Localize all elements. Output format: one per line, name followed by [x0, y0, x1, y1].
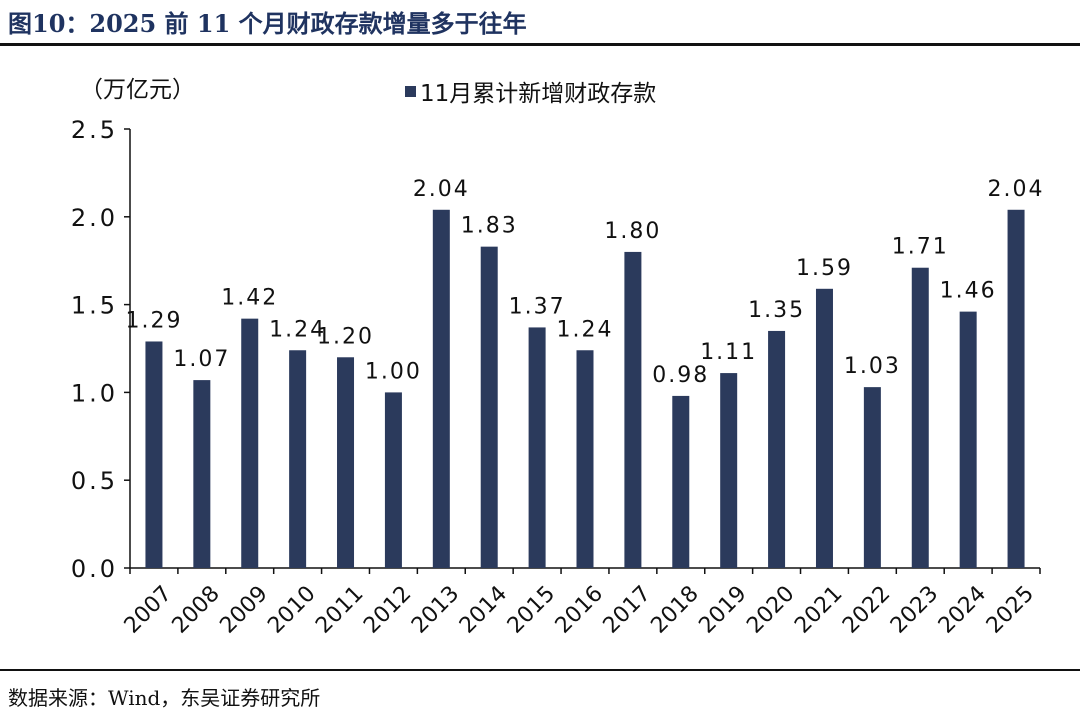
x-tick-label: 2019 — [694, 581, 751, 638]
data-label-2013: 2.04 — [413, 177, 470, 202]
bar-2018 — [672, 395, 690, 568]
bar-2019 — [720, 373, 738, 568]
y-axis-unit-label: （万亿元） — [80, 77, 195, 103]
data-label-2020: 1.35 — [748, 298, 805, 323]
legend-swatch — [405, 86, 416, 97]
x-tick-label: 2018 — [647, 581, 704, 638]
x-tick-label: 2015 — [503, 581, 560, 638]
bar-2008 — [193, 380, 211, 568]
x-tick-label: 2007 — [120, 581, 177, 638]
footer-divider — [0, 669, 1080, 671]
x-tick-label: 2011 — [311, 581, 368, 638]
figure-title: 图10：2025 前 11 个月财政存款增量多于往年 — [8, 9, 527, 38]
x-tick-label: 2020 — [742, 581, 799, 638]
data-label-2023: 1.71 — [892, 235, 949, 260]
x-tick-label: 2017 — [599, 581, 656, 638]
data-label-2017: 1.80 — [604, 219, 661, 244]
y-tick-label: 2.5 — [71, 116, 118, 144]
data-label-2018: 0.98 — [652, 363, 709, 388]
title-divider — [0, 43, 1080, 46]
bar-2007 — [145, 341, 163, 568]
data-label-2014: 1.83 — [461, 214, 518, 239]
bar-2020 — [768, 330, 786, 568]
y-tick-label: 0.0 — [71, 555, 118, 583]
y-tick-label: 1.5 — [71, 292, 118, 320]
x-tick-label: 2012 — [359, 581, 416, 638]
bar-2016 — [576, 350, 594, 568]
y-tick-label: 2.0 — [71, 204, 118, 232]
data-label-2010: 1.24 — [269, 317, 326, 342]
bar-2024 — [959, 311, 977, 568]
x-tick-label: 2008 — [168, 581, 225, 638]
legend-label: 11月累计新增财政存款 — [420, 81, 656, 107]
x-tick-label: 2023 — [886, 581, 943, 638]
data-label-2024: 1.46 — [940, 279, 997, 304]
bar-2025 — [1007, 209, 1025, 568]
data-label-2008: 1.07 — [173, 347, 230, 372]
x-tick-label: 2009 — [215, 581, 272, 638]
bar-2017 — [624, 251, 642, 569]
data-label-2016: 1.24 — [557, 317, 614, 342]
x-tick-label: 2025 — [982, 581, 1039, 638]
bar-2023 — [911, 267, 929, 568]
source-note: 数据来源：Wind，东吴证券研究所 — [8, 686, 321, 710]
bar-2015 — [528, 327, 546, 568]
data-label-2015: 1.37 — [509, 294, 566, 319]
bar-2014 — [480, 246, 498, 569]
x-tick-label: 2010 — [263, 581, 320, 638]
x-tick-label: 2021 — [790, 581, 847, 638]
bar-2010 — [289, 350, 307, 568]
data-label-2021: 1.59 — [796, 256, 853, 281]
x-tick-label: 2022 — [838, 581, 895, 638]
data-label-2012: 1.00 — [365, 359, 422, 384]
data-label-2007: 1.29 — [125, 308, 182, 333]
data-label-2009: 1.42 — [221, 286, 278, 311]
bar-2009 — [241, 318, 259, 568]
data-label-2011: 1.20 — [317, 324, 374, 349]
y-tick-label: 1.0 — [71, 379, 118, 407]
data-label-2022: 1.03 — [844, 354, 901, 379]
data-label-2019: 1.11 — [700, 340, 757, 365]
bar-2021 — [815, 288, 833, 568]
bar-2022 — [863, 387, 881, 568]
x-tick-label: 2013 — [407, 581, 464, 638]
bar-2013 — [432, 209, 450, 568]
x-tick-label: 2014 — [455, 581, 512, 638]
bar-2011 — [337, 357, 355, 568]
data-label-2025: 2.04 — [988, 177, 1045, 202]
x-tick-label: 2024 — [934, 581, 991, 638]
bar-2012 — [384, 392, 402, 568]
x-tick-label: 2016 — [551, 581, 608, 638]
y-tick-label: 0.5 — [71, 467, 118, 495]
